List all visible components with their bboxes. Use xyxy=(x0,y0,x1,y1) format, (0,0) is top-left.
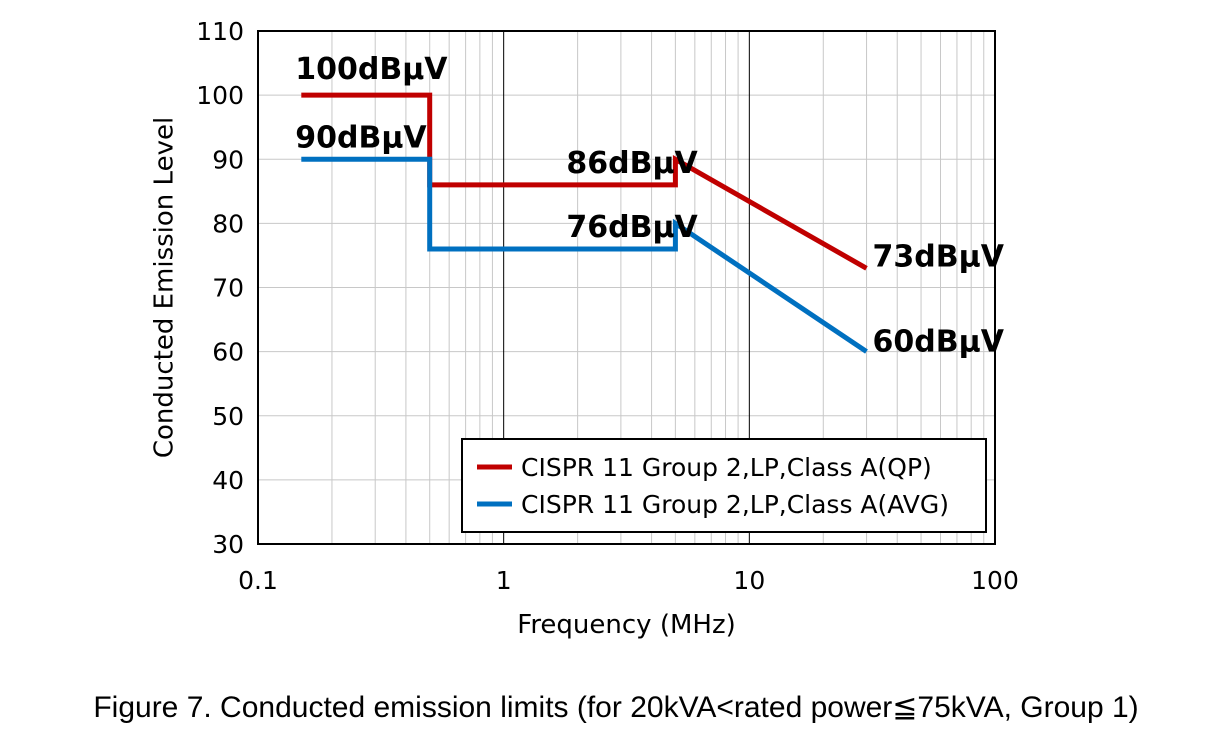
y-axis-label: Conducted Emission Level xyxy=(150,117,180,458)
y-tick-label: 100 xyxy=(196,81,244,110)
y-tick-label: 40 xyxy=(212,466,244,495)
x-tick-label: 100 xyxy=(971,566,1019,595)
series-line-qp xyxy=(301,92,868,271)
value-annotation: 60dBμV xyxy=(873,325,1005,360)
value-annotation: 86dBμV xyxy=(566,146,698,181)
x-tick-labels: 0.1 1 10 100 xyxy=(238,566,1019,595)
series-layer xyxy=(301,92,868,354)
y-tick-label: 90 xyxy=(212,145,244,174)
annotations: 100dBμV 90dBμV 86dBμV 76dBμV 73dBμV 60dBμV xyxy=(295,52,1004,360)
value-annotation: 73dBμV xyxy=(873,239,1005,274)
legend: CISPR 11 Group 2,LP,Class A(QP) CISPR 11 … xyxy=(461,438,987,533)
x-axis-label: Frequency (MHz) xyxy=(517,610,736,640)
y-tick-label: 70 xyxy=(212,274,244,303)
value-annotation: 90dBμV xyxy=(295,120,427,155)
x-tick-label: 1 xyxy=(496,566,512,595)
x-tick-label: 0.1 xyxy=(238,566,278,595)
y-tick-label: 50 xyxy=(212,402,244,431)
y-tick-label: 60 xyxy=(212,338,244,367)
y-tick-label: 110 xyxy=(196,17,244,46)
series-line-avg xyxy=(301,156,868,354)
plot-border xyxy=(257,30,996,545)
legend-label: CISPR 11 Group 2,LP,Class A(AVG) xyxy=(521,490,949,519)
y-tick-labels: 30 40 50 60 70 80 90 100 110 xyxy=(196,17,244,559)
legend-label: CISPR 11 Group 2,LP,Class A(QP) xyxy=(521,453,932,482)
value-annotation: 100dBμV xyxy=(295,52,448,87)
legend-box xyxy=(461,438,987,533)
y-tick-label: 80 xyxy=(212,209,244,238)
y-tick-label: 30 xyxy=(212,530,244,559)
x-tick-label: 10 xyxy=(733,566,765,595)
figure-caption: Figure 7. Conducted emission limits (for… xyxy=(93,691,1139,724)
value-annotation: 76dBμV xyxy=(566,210,698,245)
